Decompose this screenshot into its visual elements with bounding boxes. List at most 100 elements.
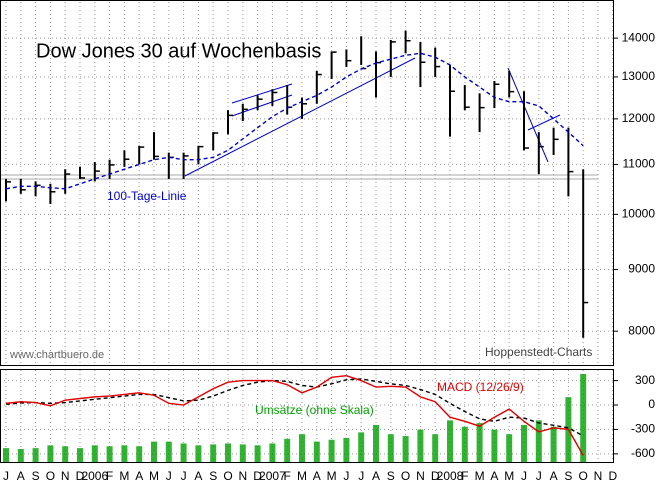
volume-bar xyxy=(3,448,9,462)
volume-bar xyxy=(32,448,39,462)
x-tick-label: J xyxy=(358,469,364,483)
volume-bar xyxy=(358,432,365,462)
plot xyxy=(3,30,589,462)
y-tick-label: 9000 xyxy=(628,262,655,276)
volume-bar xyxy=(521,424,527,462)
x-tick-label: A xyxy=(194,469,202,483)
volume-bar xyxy=(432,434,439,462)
volume-bar xyxy=(461,426,468,462)
moving-average xyxy=(5,52,584,190)
x-tick-label: A xyxy=(17,469,25,483)
y-tick-label: 14000 xyxy=(622,30,656,44)
y2-tick-label: 0 xyxy=(648,397,655,411)
x-tick-label: S xyxy=(32,469,40,483)
volume-bar xyxy=(387,434,394,462)
volume-bar xyxy=(299,434,305,462)
x-tick-label: F xyxy=(461,469,468,483)
y2-tick-label: -600 xyxy=(631,446,655,460)
volume-bar xyxy=(402,436,409,462)
trend-line xyxy=(231,83,293,104)
volume-bar xyxy=(328,439,335,462)
y2-tick-label: -300 xyxy=(631,422,655,436)
y-tick-label: 11000 xyxy=(623,157,656,171)
volume-bar xyxy=(136,446,143,462)
volume-bar xyxy=(210,444,217,462)
x-tick-label: F xyxy=(106,469,113,483)
ma-label: 100-Tage-Linie xyxy=(107,189,187,203)
volume-bar xyxy=(225,443,231,462)
x-tick-label: A xyxy=(550,469,558,483)
chart-title: Dow Jones 30 auf Wochenbasis xyxy=(36,40,321,62)
volume-bar xyxy=(343,437,350,462)
x-tick-label: M xyxy=(119,469,129,483)
x-tick-label: F xyxy=(284,469,291,483)
volume-bar xyxy=(151,441,157,462)
x-tick-label: O xyxy=(579,469,588,483)
volume-bar xyxy=(180,443,187,462)
x-tick-label: M xyxy=(504,469,514,483)
volume-bar xyxy=(195,445,202,462)
x-tick-label: J xyxy=(166,469,172,483)
volume-bar xyxy=(535,420,542,462)
x-tick-label: D xyxy=(431,469,440,483)
x-tick-label: N xyxy=(416,469,425,483)
volume-bar xyxy=(580,374,587,462)
volume-label: Umsätze (ohne Skala) xyxy=(255,403,374,417)
x-tick-label: A xyxy=(135,469,143,483)
x-tick-label: 2008 xyxy=(437,469,464,483)
y-tick-label: 13000 xyxy=(622,69,656,83)
x-tick-label: O xyxy=(223,469,232,483)
x-tick-label: S xyxy=(387,469,395,483)
x-tick-label: M xyxy=(475,469,485,483)
y-tick-label: 10000 xyxy=(622,207,656,221)
x-tick-label: D xyxy=(76,469,85,483)
x-tick-label: M xyxy=(327,469,337,483)
x-tick-label: 2006 xyxy=(81,469,108,483)
volume-bar xyxy=(284,438,291,462)
x-tick-label: M xyxy=(297,469,307,483)
x-tick-label: S xyxy=(209,469,217,483)
source-label: Hoppenstedt-Charts xyxy=(485,345,592,359)
volume-bar xyxy=(165,441,172,462)
volume-bar xyxy=(62,446,69,462)
price-frame xyxy=(0,0,614,366)
x-tick-label: J xyxy=(3,469,9,483)
x-tick-label: 2007 xyxy=(259,469,286,483)
volume-bar xyxy=(269,443,276,462)
volume-bar xyxy=(91,445,98,462)
volume-bar xyxy=(121,445,128,462)
y-tick-label: 8000 xyxy=(628,323,655,337)
x-tick-label: D xyxy=(608,469,617,483)
y2-tick-label: 300 xyxy=(635,373,655,387)
volume-bar xyxy=(506,434,513,462)
volume-bar xyxy=(254,445,261,462)
x-tick-label: D xyxy=(253,469,262,483)
x-tick-label: M xyxy=(149,469,159,483)
volume-bar xyxy=(417,429,424,462)
x-tick-label: O xyxy=(401,469,410,483)
macd-line xyxy=(5,374,584,456)
volume-bar xyxy=(491,429,498,462)
macd-frame xyxy=(0,369,614,463)
source-label: www.chartbuero.de xyxy=(9,349,104,361)
volume-bar xyxy=(77,448,83,462)
volume-bar xyxy=(47,445,54,462)
x-tick-label: A xyxy=(372,469,380,483)
volume-bar xyxy=(447,420,453,462)
volume-bar xyxy=(239,444,246,462)
volume-bar xyxy=(313,441,320,462)
x-tick-label: N xyxy=(594,469,603,483)
x-tick-label: N xyxy=(238,469,247,483)
trend-line xyxy=(527,114,561,131)
x-tick-label: J xyxy=(343,469,349,483)
volume-bar xyxy=(476,423,483,462)
x-tick-label: A xyxy=(313,469,321,483)
volume-bar xyxy=(550,426,557,462)
x-tick-label: N xyxy=(61,469,70,483)
y-tick-label: 12000 xyxy=(622,111,656,125)
volume-bar xyxy=(17,449,24,462)
x-tick-label: A xyxy=(490,469,498,483)
volume-bar xyxy=(106,446,113,462)
x-tick-label: J xyxy=(521,469,527,483)
